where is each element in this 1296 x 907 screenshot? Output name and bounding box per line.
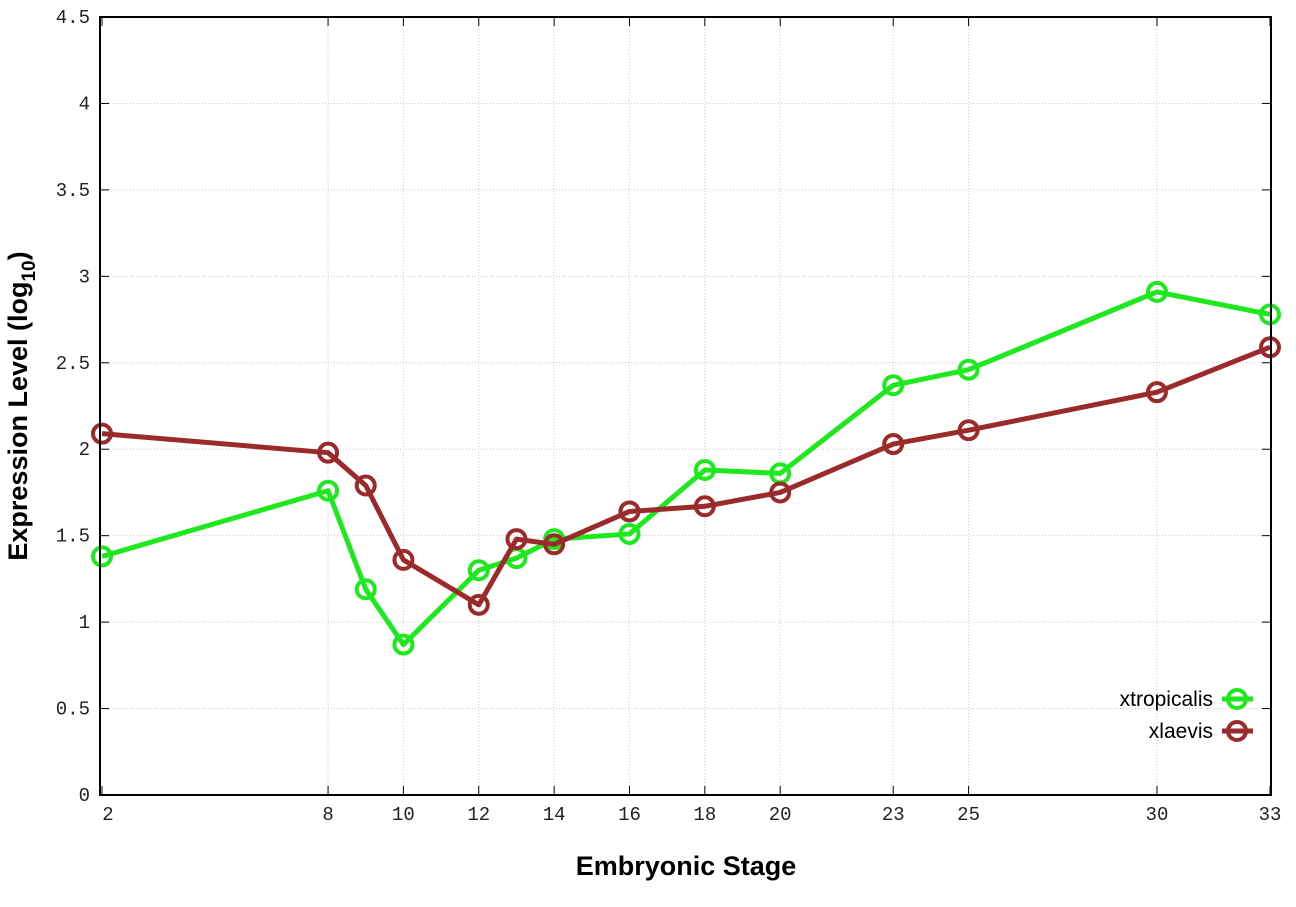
- y-axis-label-subscript: 10: [19, 260, 40, 281]
- data-point-xtropicalis: [882, 374, 905, 397]
- ticks: 0 0.5 1 1.5 2 2.5 3 3.5 4 4.5 2 8 10 12 14 16 18 20 23 25 30…: [56, 7, 1282, 826]
- legend-label-xlaevis: xlaevis: [1149, 720, 1213, 743]
- x-tick-label: 23: [882, 804, 905, 826]
- legend: xtropicalis xlaevis: [1120, 688, 1253, 743]
- data-point-xlaevis: [392, 548, 415, 571]
- x-tick-label: 20: [769, 804, 792, 826]
- y-axis-label: Expression Level (log10): [3, 251, 40, 560]
- legend-marker-xlaevis: [1226, 720, 1248, 742]
- y-axis-label-main: Expression Level (log: [3, 282, 33, 561]
- data-point-xtropicalis: [317, 479, 340, 502]
- data-point-xtropicalis: [467, 559, 490, 582]
- data-point-xlaevis: [693, 495, 716, 518]
- data-point-xlaevis: [467, 593, 490, 616]
- legend-label-xtropicalis: xtropicalis: [1120, 688, 1213, 711]
- y-tick-label: 2.5: [56, 353, 90, 375]
- data-point-xlaevis: [882, 433, 905, 456]
- x-axis-label: Embryonic Stage: [576, 851, 797, 881]
- x-tick-label: 2: [102, 804, 113, 826]
- x-tick-label: 12: [467, 804, 490, 826]
- data-point-xlaevis: [618, 500, 641, 523]
- x-tick-label: 30: [1146, 804, 1169, 826]
- data-point-xlaevis: [91, 422, 113, 445]
- data-point-xlaevis: [543, 533, 566, 556]
- data-point-xlaevis: [505, 528, 528, 551]
- x-tick-label: 10: [392, 804, 415, 826]
- y-tick-label: 0.5: [56, 699, 90, 721]
- series-group: [91, 280, 1281, 656]
- y-axis-label-end: ): [3, 251, 33, 260]
- data-point-xlaevis: [354, 474, 377, 497]
- data-point-xlaevis: [1145, 381, 1168, 404]
- data-point-xtropicalis: [354, 578, 377, 601]
- x-tick-label: 14: [543, 804, 566, 826]
- data-point-xtropicalis: [618, 522, 641, 545]
- x-tick-label: 33: [1259, 804, 1282, 826]
- y-tick-label: 1.5: [56, 526, 90, 548]
- series-line-xlaevis: [101, 344, 1271, 608]
- y-tick-label: 3.5: [56, 180, 90, 202]
- y-tick-label: 2: [79, 439, 90, 461]
- legend-marker-xtropicalis: [1226, 688, 1248, 710]
- plot-frame: [99, 16, 1272, 796]
- data-point-xlaevis: [769, 481, 792, 504]
- x-tick-label: 25: [957, 804, 980, 826]
- grid: [100, 17, 1271, 795]
- data-point-xtropicalis: [1145, 280, 1168, 303]
- series-line-xtropicalis: [101, 289, 1271, 648]
- y-tick-label: 4: [79, 93, 90, 115]
- data-point-xlaevis: [317, 441, 340, 464]
- y-tick-label: 1: [79, 612, 90, 634]
- y-tick-label: 3: [79, 266, 90, 288]
- data-point-xtropicalis: [91, 545, 113, 568]
- x-tick-label: 8: [322, 804, 333, 826]
- data-point-xlaevis: [957, 419, 980, 442]
- data-point-xtropicalis: [693, 458, 716, 481]
- x-tick-label: 16: [618, 804, 641, 826]
- data-point-xtropicalis: [957, 358, 980, 381]
- y-tick-label: 0: [79, 785, 90, 807]
- y-tick-label: 4.5: [56, 7, 90, 29]
- data-point-xtropicalis: [392, 633, 415, 656]
- x-tick-label: 18: [693, 804, 716, 826]
